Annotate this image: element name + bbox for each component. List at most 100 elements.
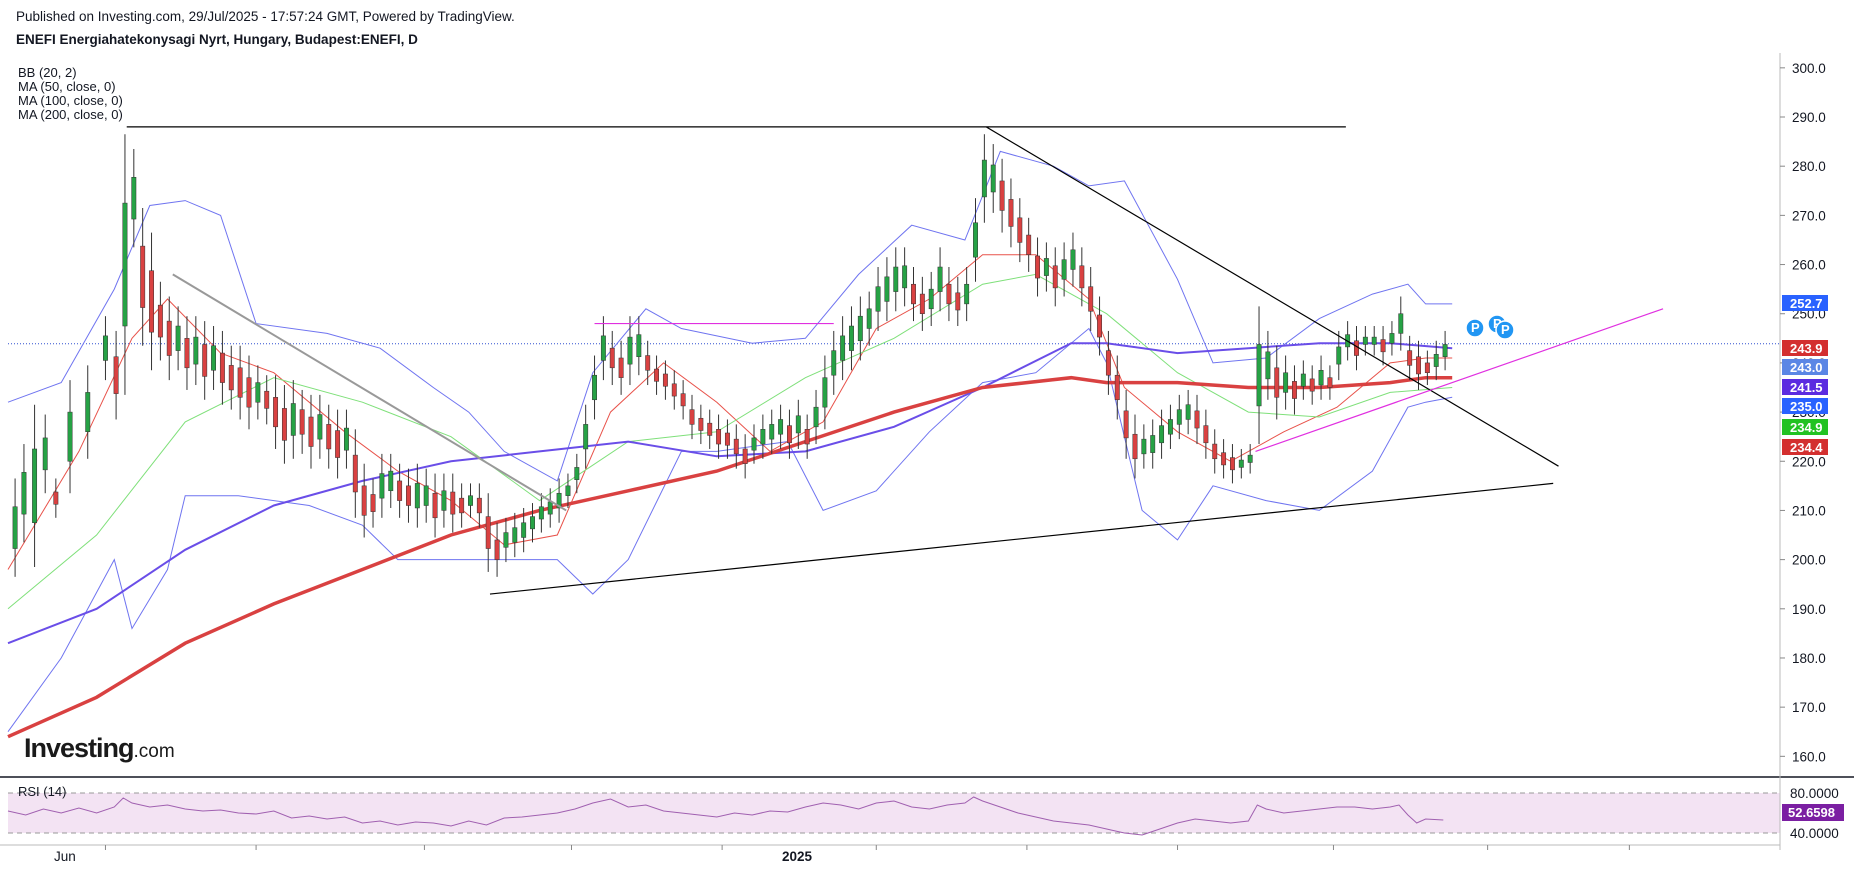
candle [476, 483, 482, 528]
y-tick-label: 300.0 [1792, 61, 1826, 76]
candle [1088, 267, 1094, 331]
candle-body [999, 180, 1005, 211]
candle [1221, 439, 1227, 479]
indicator-bb[interactable]: BB (20, 2) [18, 65, 77, 80]
price-tag-label: 243.0 [1790, 360, 1823, 375]
candle [600, 316, 606, 381]
candle [813, 389, 819, 445]
candle-body [831, 350, 837, 376]
candle [1061, 242, 1067, 297]
candle-body [290, 403, 296, 436]
candle [937, 247, 943, 312]
indicator-ma200[interactable]: MA (200, close, 0) [18, 107, 123, 122]
candle-body [344, 427, 349, 451]
price-tag: 243.0 [1782, 359, 1828, 375]
y-tick-label: 170.0 [1792, 700, 1826, 715]
candle [12, 478, 18, 577]
candle-body [1300, 373, 1306, 387]
candle-body [468, 495, 473, 506]
ma100-line [7, 342, 1453, 645]
candle-body [778, 419, 784, 435]
candle [361, 463, 367, 538]
candle [1150, 419, 1156, 469]
candle-body [1380, 339, 1386, 353]
candle-body [193, 336, 199, 365]
y-tick-label: 270.0 [1792, 208, 1826, 223]
candle [946, 267, 952, 322]
candle [973, 198, 978, 282]
y-tick-label: 200.0 [1792, 553, 1826, 568]
candle [1309, 365, 1315, 405]
candle [698, 404, 704, 445]
candle-body [1150, 435, 1156, 453]
candle [1318, 355, 1324, 400]
trendline [489, 482, 1554, 595]
candle-body [211, 345, 217, 371]
candle-body [919, 293, 925, 314]
candle-body [85, 392, 91, 433]
event-marker[interactable]: P [1495, 320, 1515, 340]
candle-body [574, 467, 580, 480]
candle-body [512, 527, 518, 543]
candle [1354, 326, 1359, 371]
candle-body [609, 347, 615, 369]
candle [556, 478, 562, 523]
candle [990, 144, 996, 213]
price-tag: 234.9 [1782, 419, 1828, 435]
candle-body [955, 292, 961, 311]
indicator-ma50[interactable]: MA (50, close, 0) [18, 79, 116, 94]
candle-body [326, 424, 332, 450]
candle [627, 316, 633, 386]
candle [1114, 355, 1120, 420]
candle-body [494, 539, 500, 560]
indicator-ma100[interactable]: MA (100, close, 0) [18, 93, 123, 108]
candle [397, 463, 403, 518]
candle [281, 385, 287, 464]
candle-body [149, 270, 154, 333]
y-tick-label: 210.0 [1792, 503, 1826, 518]
candle-body [166, 320, 172, 356]
candle [113, 330, 119, 420]
candle [299, 389, 305, 454]
y-tick-label: 180.0 [1792, 651, 1826, 666]
candle-body [893, 266, 899, 292]
price-tag-bg [1782, 398, 1828, 414]
candle-body [733, 438, 739, 455]
candle-body [246, 377, 252, 408]
candle [1398, 296, 1404, 351]
candle-body [1061, 259, 1067, 280]
candle [423, 468, 429, 523]
candle-body [113, 356, 119, 394]
candle [503, 517, 509, 563]
candle-body [441, 490, 447, 511]
candle [574, 453, 580, 494]
rsi-label[interactable]: RSI (14) [18, 784, 67, 799]
candle-body [556, 492, 562, 509]
candle [1380, 326, 1386, 366]
candle [1097, 296, 1103, 356]
candle [131, 148, 137, 248]
candle-body [1079, 265, 1085, 289]
candle [1203, 409, 1209, 459]
candle-body [1318, 370, 1324, 386]
candle [716, 414, 722, 459]
candle [1141, 424, 1147, 469]
logo-main: Investing [24, 733, 135, 763]
candle-body [1371, 336, 1377, 345]
candle-body [157, 304, 163, 338]
rsi-value-label: 52.6598 [1788, 805, 1835, 820]
candle-body [698, 417, 704, 431]
event-marker[interactable]: P [1465, 318, 1485, 338]
candle-body [875, 286, 881, 312]
candle [1247, 444, 1253, 474]
candle [85, 365, 91, 459]
candle [326, 404, 332, 469]
candle [742, 434, 748, 479]
candle [999, 158, 1005, 233]
candle-body [237, 367, 243, 398]
candle-body [521, 522, 527, 538]
candle [1194, 394, 1200, 445]
candle [654, 355, 660, 395]
candle [450, 473, 456, 533]
